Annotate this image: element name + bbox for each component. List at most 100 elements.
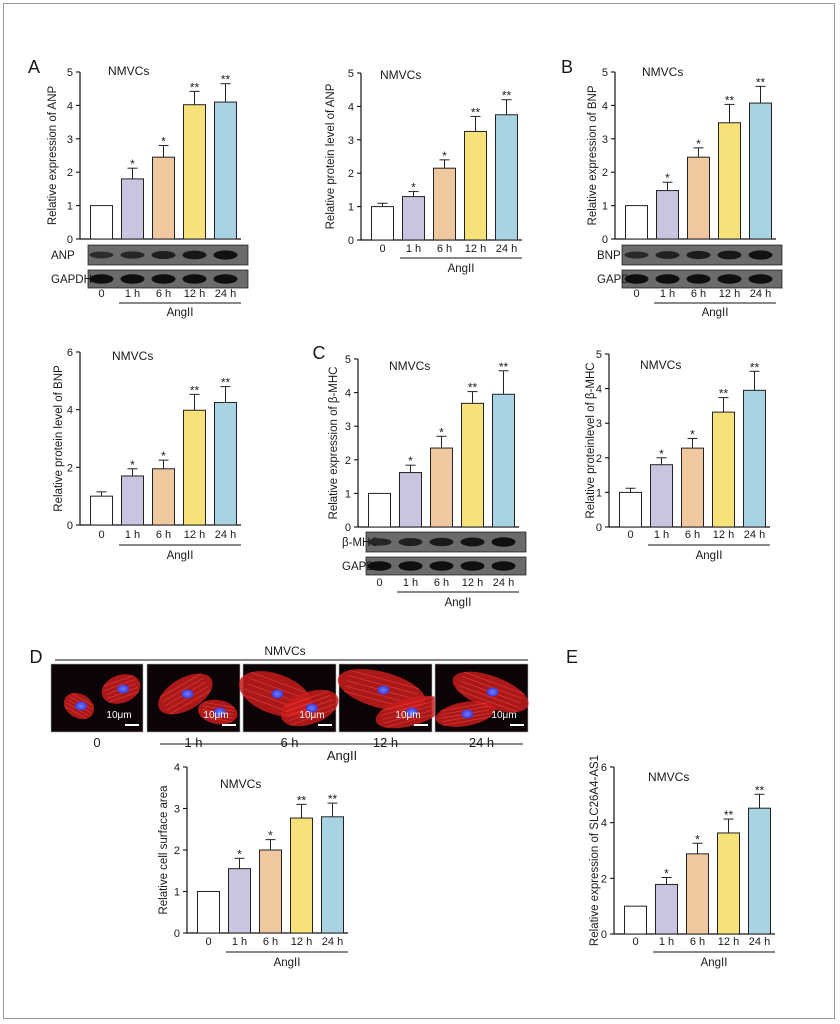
x-tick-label: 12 h — [713, 529, 734, 541]
blot-band — [717, 250, 742, 260]
y-tick-label: 2 — [67, 462, 73, 474]
y-tick-label: 1 — [596, 487, 602, 499]
x-tick-label: 12 h — [465, 243, 486, 255]
group-label: AngII — [701, 957, 728, 969]
blot-band — [686, 250, 711, 260]
bar-0 — [624, 905, 647, 935]
bar-3 — [183, 409, 206, 526]
significance-mark: * — [659, 447, 664, 461]
bar-2 — [433, 167, 456, 241]
micrograph-image-0: 10μm 0 — [50, 663, 144, 750]
significance-mark: ** — [221, 73, 231, 87]
scale-bar-label: 10μm — [395, 710, 420, 721]
blot-band — [491, 561, 516, 571]
bar-3 — [464, 130, 487, 241]
y-tick-label: 4 — [602, 100, 608, 112]
bar-0 — [619, 491, 642, 528]
x-tick-label: 6 h — [691, 288, 706, 300]
x-tick-label: 24 h — [322, 936, 343, 948]
x-tick-label: 24 h — [215, 529, 236, 541]
x-tick-label: 24 h — [496, 243, 517, 255]
y-axis-label: Relative proteinlevel of β-MHC — [585, 362, 597, 518]
blot-band — [182, 274, 207, 284]
bar-0 — [197, 891, 220, 934]
bar-1 — [402, 196, 425, 241]
scale-bar-label: 10μm — [491, 710, 516, 721]
y-tick-label: 4 — [345, 388, 351, 400]
significance-mark: ** — [468, 381, 478, 395]
blot-band — [151, 274, 176, 284]
panel-letter-d: D — [30, 647, 43, 667]
y-tick-label: 0 — [345, 522, 351, 534]
blot-label: ANP — [51, 250, 75, 262]
bar-2 — [152, 156, 175, 240]
actin-fiber — [250, 672, 309, 694]
y-tick-label: 3 — [345, 421, 351, 433]
significance-mark: ** — [755, 783, 765, 797]
panel-letter-e: E — [566, 647, 578, 667]
scale-bar-label: 10μm — [106, 710, 131, 721]
x-tick-label: 1 h — [232, 936, 247, 948]
y-tick-label: 2 — [601, 873, 607, 885]
blot-band — [213, 274, 238, 284]
significance-mark: ** — [221, 376, 231, 390]
y-tick-label: 4 — [174, 762, 180, 774]
x-tick-label: 6 h — [156, 529, 171, 541]
blot-band — [686, 274, 711, 284]
y-tick-label: 5 — [596, 349, 602, 361]
micrograph-header: NMVCs — [264, 644, 305, 658]
actin-fiber — [108, 691, 140, 703]
significance-mark: * — [664, 866, 669, 880]
y-tick-label: 2 — [174, 845, 180, 857]
bar-3 — [718, 122, 741, 240]
actin-fiber — [442, 716, 491, 726]
actin-fiber — [200, 716, 233, 723]
significance-mark: * — [130, 157, 135, 171]
bar-2 — [430, 447, 453, 528]
blot-band — [655, 251, 680, 259]
bar-1 — [650, 464, 673, 528]
y-axis-label: Relative expression of SLC26A4-AS1 — [589, 755, 601, 946]
nucleus — [405, 707, 418, 717]
micrograph-label: 24 h — [469, 735, 494, 750]
nucleus — [461, 709, 474, 719]
nucleus — [271, 689, 284, 699]
chart-title: NMVCs — [642, 65, 683, 79]
y-tick-label: 1 — [602, 201, 608, 213]
significance-mark: ** — [725, 93, 735, 107]
y-axis-label: Relative protein level of ANP — [325, 83, 337, 229]
y-tick-label: 3 — [174, 804, 180, 816]
significance-mark: ** — [297, 793, 307, 807]
blot-band — [367, 561, 392, 571]
micrograph-label: 1 h — [184, 735, 202, 750]
y-tick-label: 0 — [174, 928, 180, 940]
group-label: AngII — [167, 307, 194, 319]
bar-1 — [228, 868, 251, 934]
y-tick-label: 4 — [348, 101, 354, 113]
x-tick-label: 6 h — [156, 288, 171, 300]
panel-letter-c: C — [313, 343, 326, 363]
blot-band — [398, 538, 423, 546]
y-tick-label: 3 — [602, 134, 608, 146]
blot-band — [429, 537, 454, 547]
x-tick-label: 6 h — [434, 577, 449, 589]
x-tick-label: 24 h — [744, 529, 765, 541]
nucleus — [377, 685, 390, 695]
actin-fiber — [384, 712, 440, 728]
y-tick-label: 4 — [596, 384, 602, 396]
micrograph-panel: NMVCs 10μm 0 10μm 1 h 10μm 6 h 10μm 12 h 10μm 24 h… — [50, 644, 529, 763]
actin-fiber — [102, 675, 134, 687]
y-tick-label: 0 — [601, 929, 607, 941]
x-tick-label: 0 — [633, 288, 639, 300]
x-tick-label: 0 — [205, 936, 211, 948]
bar-1 — [121, 475, 144, 526]
actin-fiber — [64, 705, 87, 719]
x-tick-label: 0 — [98, 288, 104, 300]
nucleus — [181, 689, 194, 699]
actin-fiber — [288, 704, 335, 722]
actin-fiber — [380, 696, 435, 712]
